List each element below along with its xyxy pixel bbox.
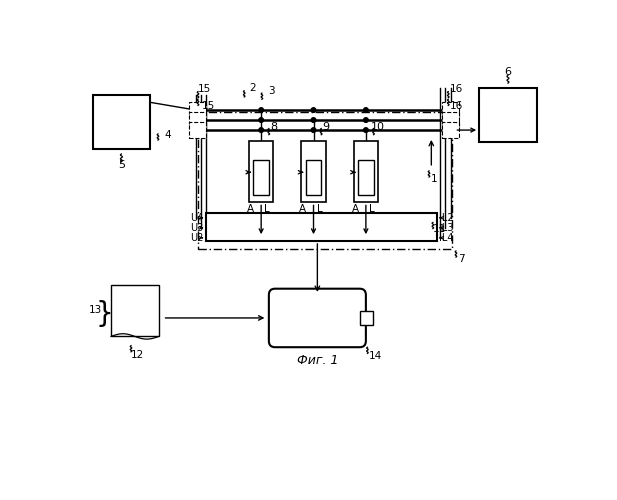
Circle shape [259,118,263,122]
Text: 14: 14 [368,352,382,362]
Text: 12: 12 [131,350,144,360]
Bar [358,160,373,194]
Text: U3: U3 [190,223,204,233]
Bar [354,141,378,203]
Circle shape [311,108,316,112]
Text: 10: 10 [371,122,385,132]
Text: IL4: IL4 [439,233,453,243]
Circle shape [311,118,316,122]
Text: 1: 1 [431,174,437,184]
Bar [301,141,326,203]
Text: IL3: IL3 [439,223,453,233]
Circle shape [363,128,368,132]
Text: 7: 7 [458,254,465,264]
Text: IL2: IL2 [439,213,453,223]
Bar [442,122,459,138]
Text: A: A [352,204,358,214]
Text: 9: 9 [322,122,329,132]
Bar [189,122,205,138]
Bar [442,102,459,118]
Bar [93,94,151,148]
Text: U2: U2 [190,233,204,243]
Text: A: A [247,204,254,214]
Bar [254,160,269,194]
Bar [205,213,437,241]
Text: L: L [369,204,375,214]
Circle shape [259,128,263,132]
Circle shape [311,128,316,132]
Text: 3: 3 [268,86,275,96]
Bar [111,285,159,337]
Text: 16: 16 [449,101,463,111]
Text: 15: 15 [197,84,211,94]
Circle shape [363,118,368,122]
Bar [189,102,205,118]
Text: L: L [265,204,270,214]
Bar [198,112,452,248]
Text: Фиг. 1: Фиг. 1 [297,354,338,367]
Circle shape [259,108,263,112]
Bar [442,112,459,128]
Text: 5: 5 [118,160,125,170]
Text: 6: 6 [505,66,511,76]
Bar [306,160,321,194]
Text: 15: 15 [201,101,215,111]
Bar [360,311,373,325]
Text: L: L [317,204,323,214]
Text: 13: 13 [89,305,102,315]
Text: 16: 16 [449,84,463,94]
Text: 8: 8 [270,122,277,132]
FancyBboxPatch shape [269,288,366,347]
Text: A: A [299,204,306,214]
Text: 2: 2 [249,84,256,94]
Text: U4: U4 [190,213,204,223]
Text: 11: 11 [433,224,445,234]
Bar [479,88,537,142]
Text: 4: 4 [165,130,172,140]
Bar [189,112,205,128]
Circle shape [363,108,368,112]
Text: }: } [96,300,114,328]
Bar [249,141,273,203]
